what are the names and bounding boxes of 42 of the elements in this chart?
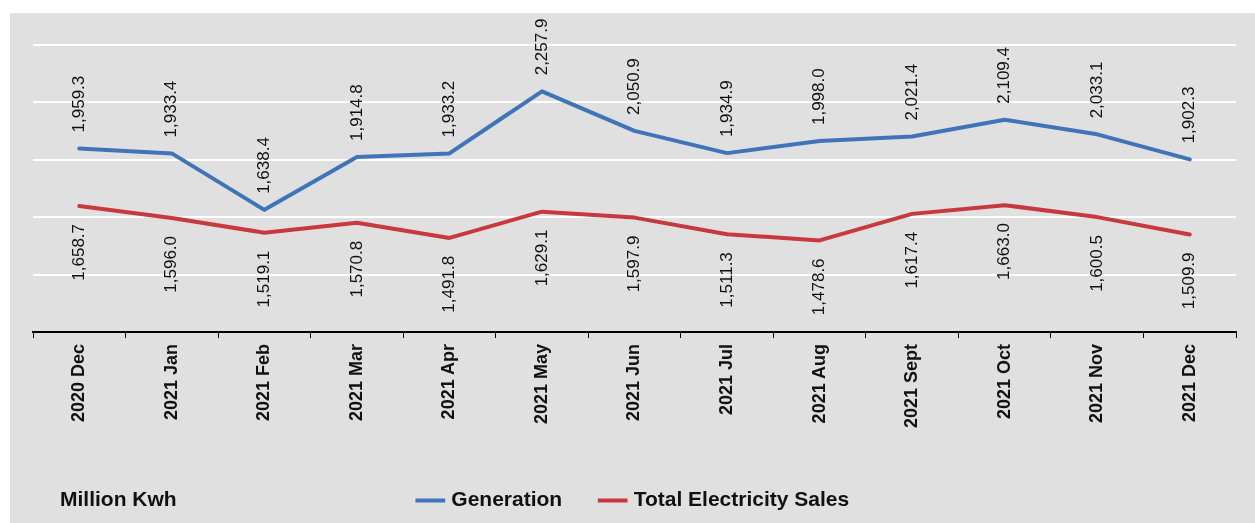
data-label: 1,998.0 — [809, 68, 829, 126]
data-label: 1,959.3 — [68, 75, 88, 133]
data-label: 1,596.0 — [161, 235, 181, 293]
data-label: 1,934.9 — [716, 80, 736, 138]
data-label: 1,933.2 — [439, 80, 459, 138]
data-label: 2,109.4 — [994, 47, 1014, 104]
data-label: 1,519.1 — [254, 250, 274, 308]
data-label: 1,638.4 — [254, 137, 274, 194]
text: Million Kwh — [60, 487, 177, 511]
data-label: 1,933.4 — [161, 80, 181, 138]
data-label: 1,914.8 — [346, 84, 366, 141]
data-label: 1,478.6 — [809, 258, 829, 316]
legend-label: Total Electricity Sales — [633, 487, 850, 511]
data-label: 1,570.8 — [346, 240, 366, 298]
data-label: 1,509.9 — [1179, 252, 1199, 310]
data-label: 1,511.3 — [716, 252, 736, 308]
x-tick-label: 2021 Sept — [901, 344, 922, 429]
x-tick-label: 2021 Mar — [345, 344, 366, 422]
x-tick-label: 2021 Oct — [993, 344, 1014, 420]
data-label: 1,658.7 — [68, 223, 88, 281]
x-tick-label: 2021 Jul — [716, 344, 737, 416]
data-label: 2,033.1 — [1086, 61, 1106, 119]
x-tick-label: 2020 Dec — [68, 344, 89, 423]
data-label: 1,902.3 — [1179, 86, 1199, 144]
legend-label: Generation — [451, 487, 563, 511]
x-tick-label: 2021 Jan — [160, 344, 181, 421]
data-label: 2,257.9 — [531, 18, 551, 76]
data-label: 1,663.0 — [994, 223, 1014, 280]
data-label: 2,021.4 — [901, 63, 921, 121]
data-label: 1,491.8 — [439, 255, 459, 313]
x-tick-label: 2021 Aug — [808, 344, 829, 424]
x-tick-label: 2021 Feb — [253, 344, 274, 422]
x-tick-label: 2021 Jun — [623, 344, 644, 422]
data-label: 1,597.9 — [624, 235, 644, 293]
data-label: 1,617.4 — [901, 231, 921, 289]
data-label: 2,050.9 — [624, 58, 644, 115]
x-tick-label: 2021 May — [530, 344, 551, 425]
x-tick-label: 2021 Apr — [438, 344, 459, 420]
x-tick-label: 2021 Nov — [1086, 344, 1107, 424]
data-label: 1,629.1 — [531, 229, 551, 287]
x-tick-label: 2021 Dec — [1178, 344, 1199, 423]
data-label: 1,600.5 — [1086, 235, 1106, 292]
